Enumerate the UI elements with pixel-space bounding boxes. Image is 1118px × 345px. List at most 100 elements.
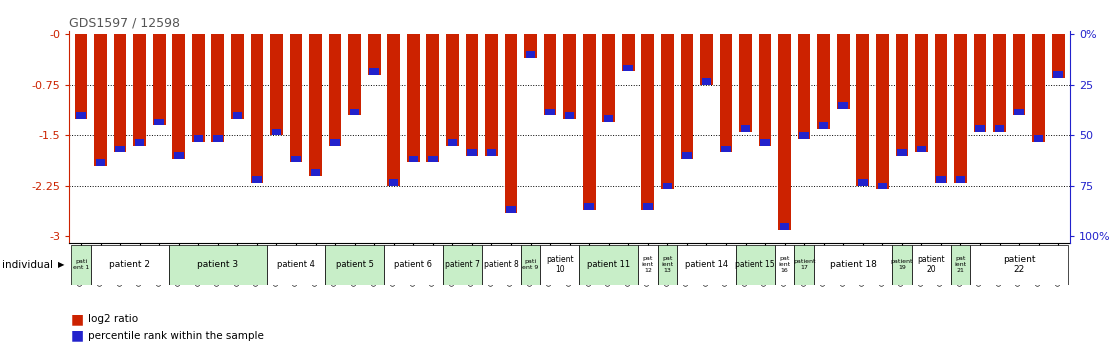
Bar: [837, 34, 850, 109]
FancyBboxPatch shape: [892, 245, 911, 285]
Bar: [211, 34, 225, 142]
Bar: [1014, 109, 1024, 115]
Text: patient 18: patient 18: [830, 260, 877, 269]
FancyBboxPatch shape: [638, 245, 657, 285]
Bar: [467, 149, 476, 156]
Bar: [741, 125, 750, 132]
Bar: [524, 34, 537, 58]
Bar: [1032, 34, 1045, 142]
Text: patient
20: patient 20: [918, 255, 945, 275]
Text: pat
ient
12: pat ient 12: [642, 256, 654, 273]
Bar: [603, 34, 615, 122]
FancyBboxPatch shape: [678, 245, 736, 285]
Bar: [135, 139, 144, 146]
Bar: [349, 34, 361, 115]
Text: patient 11: patient 11: [587, 260, 631, 269]
Text: pati
ent 9: pati ent 9: [522, 259, 539, 270]
Bar: [721, 146, 731, 152]
Text: patient
17: patient 17: [793, 259, 815, 270]
Bar: [877, 34, 889, 189]
Bar: [389, 179, 398, 186]
FancyBboxPatch shape: [91, 245, 169, 285]
Bar: [799, 132, 809, 139]
Bar: [153, 34, 165, 125]
Text: ■: ■: [70, 329, 84, 343]
FancyBboxPatch shape: [383, 245, 443, 285]
Text: GDS1597 / 12598: GDS1597 / 12598: [69, 17, 180, 30]
Bar: [643, 203, 653, 209]
Bar: [956, 176, 965, 183]
Bar: [193, 136, 203, 142]
Bar: [94, 34, 107, 166]
Bar: [172, 34, 186, 159]
Text: patient 8: patient 8: [484, 260, 519, 269]
FancyBboxPatch shape: [325, 245, 383, 285]
Bar: [290, 34, 302, 162]
Bar: [446, 34, 458, 146]
Bar: [642, 34, 654, 209]
Bar: [214, 136, 222, 142]
Bar: [582, 34, 596, 209]
Text: patient
19: patient 19: [891, 259, 913, 270]
Text: individual: individual: [2, 260, 54, 269]
FancyBboxPatch shape: [736, 245, 775, 285]
Bar: [154, 119, 164, 125]
Bar: [936, 176, 946, 183]
Bar: [485, 34, 498, 156]
Text: pat
ient
16: pat ient 16: [778, 256, 790, 273]
Bar: [917, 146, 926, 152]
Bar: [878, 183, 887, 189]
Bar: [720, 34, 732, 152]
Bar: [565, 112, 575, 119]
Text: patient
22: patient 22: [1003, 255, 1035, 275]
FancyBboxPatch shape: [267, 245, 325, 285]
Bar: [1034, 136, 1043, 142]
Bar: [408, 156, 418, 162]
FancyBboxPatch shape: [775, 245, 795, 285]
Bar: [350, 109, 359, 115]
Text: patient 15: patient 15: [736, 260, 775, 269]
Bar: [407, 34, 419, 162]
Text: patient 2: patient 2: [110, 260, 151, 269]
Bar: [954, 34, 967, 183]
Text: patient 3: patient 3: [197, 260, 238, 269]
Bar: [426, 34, 439, 162]
Bar: [856, 34, 869, 186]
Text: ■: ■: [70, 312, 84, 326]
Bar: [995, 125, 1004, 132]
Bar: [192, 34, 205, 142]
Bar: [798, 34, 811, 139]
Bar: [543, 34, 557, 115]
FancyBboxPatch shape: [72, 245, 91, 285]
Bar: [233, 112, 243, 119]
FancyBboxPatch shape: [911, 245, 950, 285]
Bar: [133, 34, 146, 146]
Bar: [817, 34, 830, 129]
Text: patient 7: patient 7: [445, 260, 480, 269]
Bar: [114, 34, 126, 152]
Bar: [272, 129, 282, 136]
Bar: [1053, 71, 1063, 78]
FancyBboxPatch shape: [540, 245, 579, 285]
Bar: [76, 112, 86, 119]
Bar: [682, 152, 692, 159]
Bar: [780, 223, 789, 230]
Bar: [1013, 34, 1025, 115]
Bar: [329, 34, 341, 146]
Bar: [506, 206, 515, 213]
Bar: [465, 34, 479, 156]
Bar: [897, 149, 907, 156]
Bar: [700, 34, 713, 85]
Text: patient 6: patient 6: [395, 260, 433, 269]
Bar: [778, 34, 790, 230]
Bar: [387, 34, 400, 186]
Bar: [330, 139, 340, 146]
Text: pat
ient
21: pat ient 21: [955, 256, 967, 273]
Text: percentile rank within the sample: percentile rank within the sample: [88, 331, 264, 341]
Bar: [75, 34, 87, 119]
Text: pat
ient
13: pat ient 13: [661, 256, 673, 273]
Bar: [447, 139, 457, 146]
Bar: [759, 34, 771, 146]
Bar: [663, 183, 672, 189]
Bar: [311, 169, 321, 176]
